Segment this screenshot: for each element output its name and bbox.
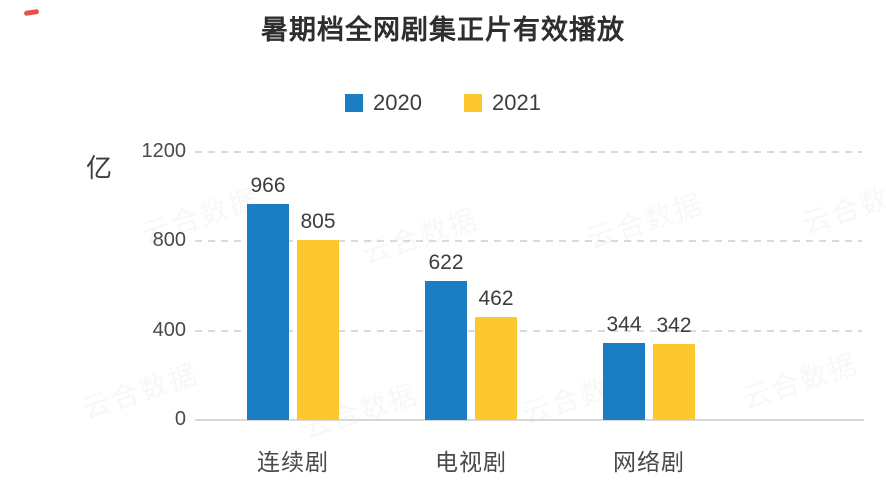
- legend: 2020 2021: [0, 90, 886, 116]
- bar-value-label: 622: [428, 251, 464, 274]
- x-category-label: 网络剧: [613, 449, 685, 475]
- bar-2021-网络剧: [653, 344, 695, 420]
- bar-value-label: 966: [250, 174, 286, 197]
- y-axis-unit-label: 亿: [86, 153, 113, 183]
- bar-value-label: 805: [300, 210, 336, 233]
- x-category-label: 电视剧: [435, 449, 507, 475]
- gridline: [195, 329, 862, 332]
- bar-value-label: 344: [606, 313, 642, 336]
- x-axis-line: [195, 419, 864, 421]
- y-tick-label: 400: [152, 318, 186, 341]
- bar-2020-连续剧: [247, 204, 289, 420]
- chart-title: 暑期档全网剧集正片有效播放: [261, 15, 625, 45]
- legend-label: 2021: [492, 90, 541, 115]
- legend-swatch-icon: [345, 94, 364, 112]
- bar-2021-电视剧: [475, 317, 517, 420]
- gridline: [195, 240, 862, 243]
- legend-item-2021: 2021: [464, 90, 541, 116]
- legend-item-2020: 2020: [345, 90, 422, 116]
- bar-value-label: 462: [478, 287, 514, 310]
- gridline: [195, 151, 862, 153]
- x-category-label: 连续剧: [257, 449, 329, 475]
- bar-2020-网络剧: [603, 343, 645, 420]
- y-tick-label: 800: [152, 229, 186, 252]
- y-tick-label: 0: [174, 408, 186, 430]
- legend-label: 2020: [373, 90, 422, 115]
- y-tick-label: 1200: [141, 140, 187, 162]
- bar-2021-连续剧: [297, 240, 339, 420]
- bar-2020-电视剧: [425, 281, 467, 420]
- legend-swatch-icon: [464, 94, 482, 112]
- bar-value-label: 342: [656, 314, 692, 337]
